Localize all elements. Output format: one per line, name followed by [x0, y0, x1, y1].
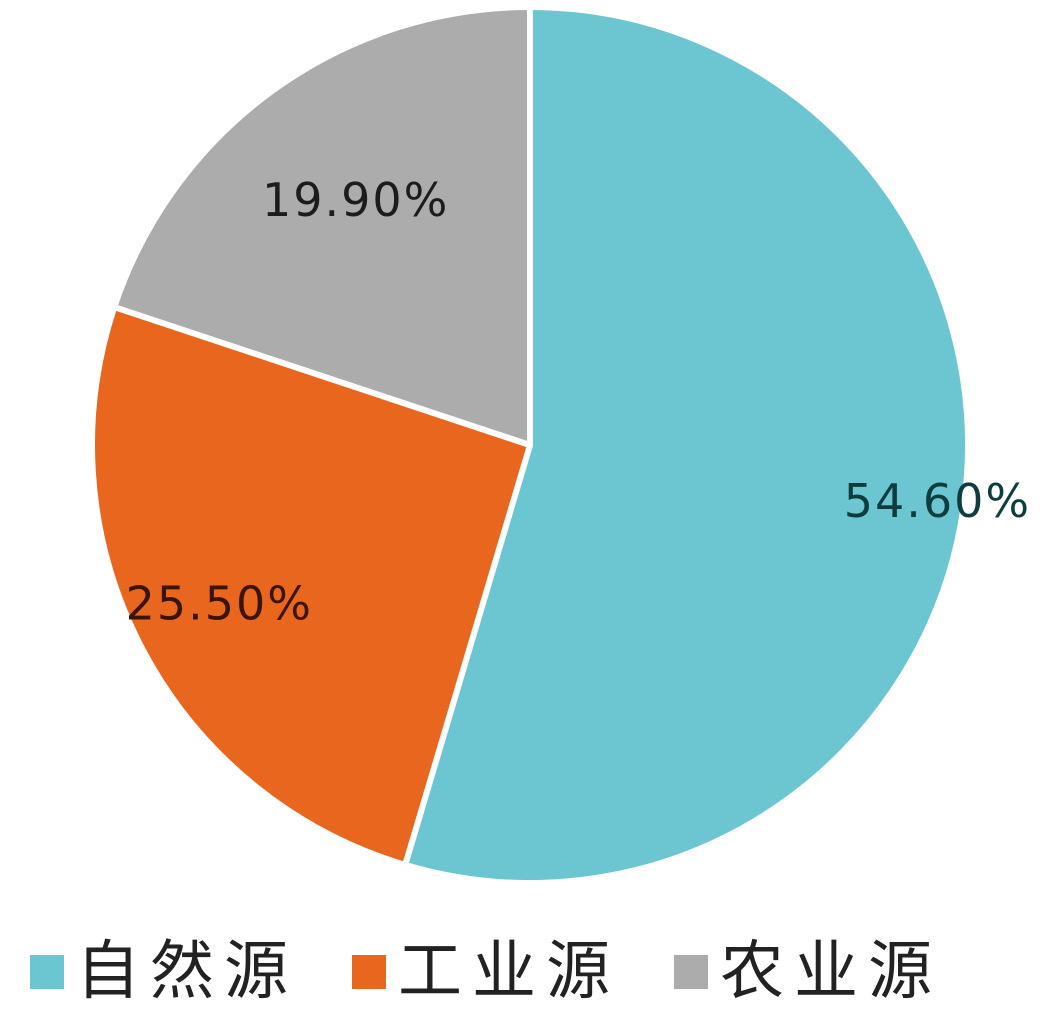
- legend-label-industrial: 工业源: [398, 935, 620, 1009]
- pie-slice-industrial: [89, 304, 533, 868]
- legend-item-industrial: 工业源: [352, 940, 620, 1004]
- legend-label-natural: 自然源: [76, 935, 298, 1009]
- pie-slice-natural: [402, 4, 971, 886]
- legend-item-natural: 自然源: [30, 940, 298, 1004]
- slice-label-agricultural: 19.90%: [262, 173, 449, 227]
- pie-plot: 54.60% 25.50% 19.90%: [89, 4, 1031, 886]
- slice-label-industrial: 25.50%: [126, 577, 313, 631]
- legend-swatch-natural: [30, 955, 64, 989]
- legend-swatch-industrial: [352, 955, 386, 989]
- pie-slice-agricultural: [111, 4, 533, 448]
- legend-label-agricultural: 农业源: [720, 935, 942, 1009]
- legend: 自然源 工业源 农业源: [30, 930, 1040, 1014]
- slice-label-natural: 54.60%: [844, 474, 1031, 528]
- legend-item-agricultural: 农业源: [674, 940, 942, 1004]
- legend-swatch-agricultural: [674, 955, 708, 989]
